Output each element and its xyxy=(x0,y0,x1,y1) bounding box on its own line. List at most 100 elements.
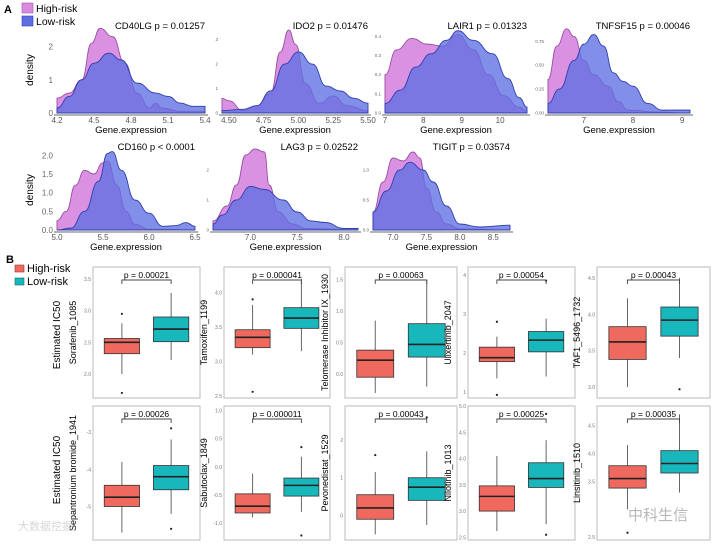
y-tick-label: -0.5 xyxy=(213,493,222,499)
x-tick-label: 9 xyxy=(680,116,685,125)
legend-b-label-high: High-risk xyxy=(27,263,71,275)
box-iqr xyxy=(153,465,190,491)
boxplot-sorafenib-1085: p = 0.00021 2.0 2.5 3.0 3.5 Sorafenib_1085 xyxy=(68,266,201,399)
outlier-point xyxy=(251,390,254,393)
y-tick-label: 4.0 xyxy=(588,312,595,318)
outlier-point xyxy=(374,453,377,457)
y-tick-label: 4.0 xyxy=(459,457,466,463)
x-axis-label: Gene.expression xyxy=(90,242,162,253)
x-tick-label: 6.0 xyxy=(143,233,155,242)
box-ylabel-row1: Estimated IC50 xyxy=(52,300,63,369)
box-iqr xyxy=(356,494,395,520)
outlier-point xyxy=(495,393,498,396)
y-tick-label: 3.5 xyxy=(588,349,595,355)
box-iqr xyxy=(103,484,140,507)
density-area-low-risk xyxy=(56,151,196,231)
x-tick-label: 7.0 xyxy=(387,233,399,242)
box-low-risk xyxy=(407,279,446,387)
x-axis-label: Gene.expression xyxy=(406,242,478,253)
y-tick-label: 4.5 xyxy=(459,430,466,436)
box-iqr xyxy=(407,323,446,358)
x-tick-label: 9 xyxy=(460,116,465,125)
box-iqr xyxy=(660,306,699,337)
y-tick-label: 4.0 xyxy=(588,451,595,457)
legend-b-swatch-low xyxy=(14,277,25,286)
x-tick-label: 7.0 xyxy=(245,233,257,242)
boxplot-linsitinib-1510: p = 0.00035 2.5 3.5 4.0 4.5 Linsitinib_1510 xyxy=(572,405,711,541)
y-tick-label: 2.0 xyxy=(84,372,91,378)
density-area-low-risk xyxy=(547,34,691,114)
y-tick-label: -5 xyxy=(87,505,92,511)
y-tick-label: 2.5 xyxy=(84,340,91,346)
outlier-point xyxy=(170,527,173,530)
x-axis-label: Gene.expression xyxy=(250,242,322,253)
boxplot-taf1-5496-1732: p = 0.00043 3.0 3.5 4.0 4.5 TAF1_5496_1732 xyxy=(572,266,711,399)
density-plot-title: CD160 p < 0.0001 xyxy=(118,142,195,153)
y-tick-label: 0.5 xyxy=(336,341,343,347)
y-tick-label: 0 xyxy=(340,513,343,519)
x-tick-label: 4.5 xyxy=(88,116,100,125)
box-high-risk xyxy=(356,453,395,535)
significance-bracket xyxy=(496,279,547,284)
x-tick-label: 4.50 xyxy=(221,116,237,125)
significance-bracket xyxy=(252,418,302,423)
watermark-left: 大数据挖掘 xyxy=(18,519,73,533)
density-plot-tnfsf15: 7 8 9 0.00 0.25 0.50 0.75 TNFSF15 p = 0.00046 Ge… xyxy=(535,21,693,136)
density-plot-title: CD40LG p = 0.01257 xyxy=(115,21,205,32)
box-ylabel-row2: Estimated IC50 xyxy=(52,435,63,504)
y-tick-label: 1 xyxy=(49,76,54,85)
significance-bracket xyxy=(627,418,680,423)
y-tick-label: 0.3 xyxy=(375,53,382,58)
y-tick-label: 2.5 xyxy=(588,535,595,541)
x-tick-label: 7 xyxy=(582,116,587,125)
box-low-risk xyxy=(283,446,320,537)
box-low-risk xyxy=(660,277,699,391)
p-value-label: p = 0.00043 xyxy=(631,270,676,280)
box-iqr xyxy=(283,477,320,497)
box-high-risk xyxy=(478,320,515,396)
density-plot-cd40lg: 4.2 4.5 4.8 5.1 5.4 0 1 2 CD40LG p = 0.01257 Gene… xyxy=(49,21,212,136)
density-area-low-risk xyxy=(56,52,206,114)
y-tick-label: 0.75 xyxy=(535,39,544,44)
legend-a-swatch-low xyxy=(21,15,34,27)
density-plot-cd160: 5.0 5.5 6.0 6.5 0.0 0.5 1.0 1.5 2.0 CD160 p < 0.0… xyxy=(42,142,201,253)
box-low-risk xyxy=(283,278,320,352)
y-tick-label: 4 xyxy=(463,273,466,279)
y-tick-label: 4.5 xyxy=(588,276,595,282)
y-tick-label: 2.0 xyxy=(42,151,54,160)
density-plot-tigit: 7.0 7.5 8.0 8.5 0.0 0.5 1.0 TIGIT p = 0.03574 Ge… xyxy=(363,142,513,253)
box-low-risk xyxy=(407,416,446,525)
y-tick-label: 1.0 xyxy=(215,409,222,415)
y-tick-label: 1.5 xyxy=(42,170,54,179)
outlier-point xyxy=(300,446,303,449)
y-tick-label: 3.0 xyxy=(459,509,466,515)
x-tick-label: 7.5 xyxy=(421,233,433,242)
outlier-point xyxy=(626,531,629,534)
y-tick-label: 2 xyxy=(206,168,209,173)
outlier-point xyxy=(120,391,123,395)
box-high-risk xyxy=(234,298,271,393)
box-iqr xyxy=(608,465,647,489)
outlier-point xyxy=(545,412,548,415)
y-tick-label: 3.5 xyxy=(588,479,595,485)
y-tick-label: 0.25 xyxy=(535,87,544,92)
boxplot-ulixertinib-2047: p = 0.00054 1 2 3 4 Ulixertinib_2047 xyxy=(443,266,576,399)
y-tick-label: 2 xyxy=(340,438,343,444)
y-tick-label: 1 xyxy=(206,198,209,203)
box-high-risk xyxy=(103,461,140,533)
watermark-right: 中科生信 xyxy=(628,507,688,524)
legend-b-label-low: Low-risk xyxy=(27,276,68,288)
y-tick-label: 0.0 xyxy=(336,372,343,378)
drug-axis-label: Pevonedistat_1529 xyxy=(320,434,330,511)
x-tick-label: 8 xyxy=(421,116,426,125)
x-tick-label: 4.2 xyxy=(51,116,63,125)
box-iqr xyxy=(103,338,140,355)
y-tick-label: 0 xyxy=(215,111,218,116)
density-plot-title: LAG3 p = 0.02522 xyxy=(281,142,358,153)
y-tick-label: 3.0 xyxy=(588,385,595,391)
outlier-point xyxy=(678,388,681,391)
p-value-label: p = 0.00054 xyxy=(499,270,544,280)
significance-bracket xyxy=(374,418,428,423)
p-value-label: p = 0.000041 xyxy=(252,270,302,280)
y-tick-label: 0.0 xyxy=(363,228,370,233)
